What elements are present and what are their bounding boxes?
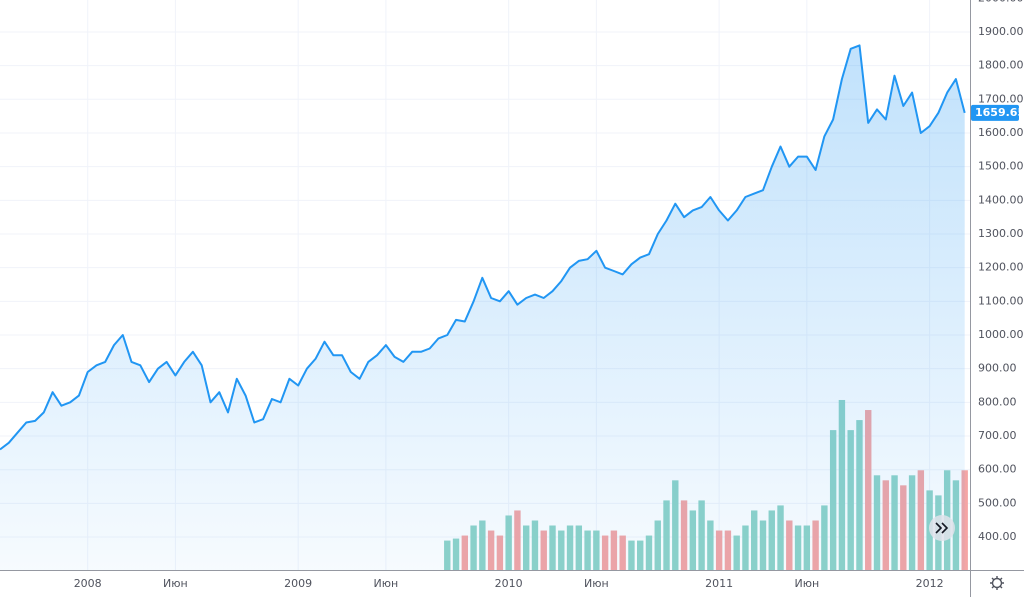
x-tick-label: 2012: [916, 577, 944, 590]
price-line: [0, 44, 966, 451]
y-tick-label: 1700.00: [978, 92, 1024, 105]
y-tick-label: 1600.00: [978, 126, 1024, 139]
y-tick-label: 1900.00: [978, 25, 1024, 38]
settings-icon[interactable]: [990, 576, 1004, 590]
y-tick-label: 1200.00: [978, 261, 1024, 274]
x-tick-label: 2008: [74, 577, 102, 590]
y-tick-label: 2000.00: [978, 0, 1024, 4]
y-tick-label: 900.00: [978, 362, 1017, 375]
x-tick-label: 2009: [284, 577, 312, 590]
last-price-tag: [971, 104, 1019, 121]
plot: [0, 44, 968, 571]
price-area: [0, 45, 965, 570]
y-tick-label: 1800.00: [978, 59, 1024, 72]
y-tick-label: 600.00: [978, 463, 1017, 476]
y-tick-label: 1500.00: [978, 160, 1024, 173]
x-tick-label: Июн: [163, 577, 188, 590]
x-tick-label: 2011: [705, 577, 733, 590]
x-tick-label: Июн: [794, 577, 819, 590]
price-axis: [970, 0, 1024, 597]
y-tick-label: 1300.00: [978, 227, 1024, 240]
x-tick-label: 2010: [495, 577, 523, 590]
scroll-button[interactable]: [929, 515, 955, 541]
y-tick-label: 1100.00: [978, 294, 1024, 307]
y-tick-label: 500.00: [978, 496, 1017, 509]
y-tick-label: 1400.00: [978, 193, 1024, 206]
time-axis: [0, 570, 1024, 597]
y-tick-label: 1000.00: [978, 328, 1024, 341]
axes: 400.00 500.00 600.00 700.00 800.00 900.00 1000…: [74, 0, 1024, 590]
x-tick-label: Июн: [374, 577, 399, 590]
last-price-label: 1659.65: [975, 106, 1024, 119]
y-tick-label: 800.00: [978, 395, 1017, 408]
y-tick-label: 700.00: [978, 429, 1017, 442]
x-tick-label: Июн: [584, 577, 609, 590]
y-tick-label: 400.00: [978, 530, 1017, 543]
